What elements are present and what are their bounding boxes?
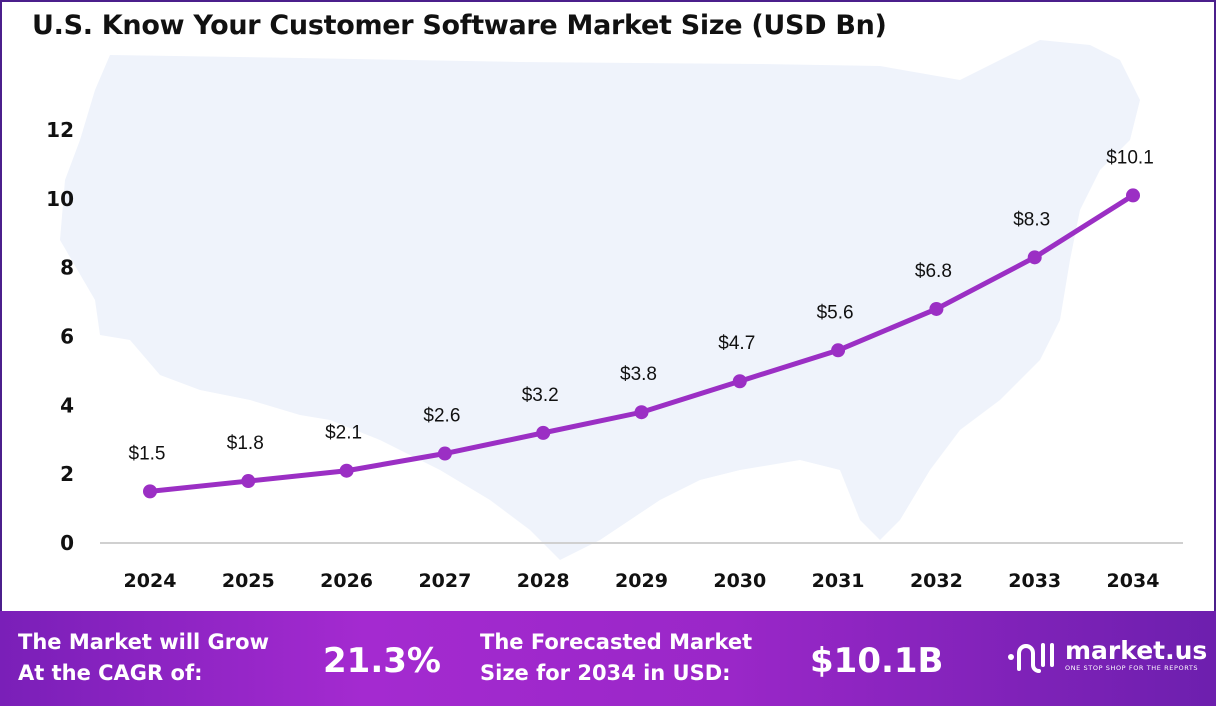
x-tick-label: 2031 bbox=[812, 570, 865, 592]
data-label: $2.1 bbox=[325, 423, 362, 444]
data-point bbox=[536, 425, 551, 440]
y-tick-label: 0 bbox=[60, 531, 74, 555]
data-point bbox=[143, 484, 157, 499]
footer-banner: The Market will Grow At the CAGR of: 21.… bbox=[0, 611, 1216, 706]
data-point bbox=[437, 446, 452, 461]
cagr-label-line1: The Market will Grow bbox=[18, 630, 269, 654]
cagr-label: The Market will Grow At the CAGR of: bbox=[18, 627, 269, 689]
x-tick-label: 2032 bbox=[910, 570, 963, 592]
y-tick-label: 12 bbox=[46, 118, 74, 142]
us-map-silhouette bbox=[60, 40, 1140, 560]
data-label: $6.8 bbox=[915, 261, 952, 282]
data-point bbox=[929, 301, 944, 316]
y-tick-label: 10 bbox=[46, 187, 74, 211]
x-tick-label: 2028 bbox=[517, 570, 570, 592]
data-point bbox=[732, 374, 747, 389]
forecast-label-line1: The Forecasted Market bbox=[480, 630, 753, 654]
forecast-label: The Forecasted Market Size for 2034 in U… bbox=[480, 627, 752, 689]
data-label: $3.2 bbox=[522, 385, 559, 406]
y-tick-label: 8 bbox=[60, 256, 74, 280]
line-chart: 0 2 4 6 8 10 12 2024 2025 2026 2027 2028 2029 2030 203… bbox=[46, 40, 1183, 592]
data-label: $10.1 bbox=[1106, 147, 1154, 168]
forecast-label-line2: Size for 2034 in USD: bbox=[480, 661, 731, 685]
data-label: $1.8 bbox=[227, 433, 264, 454]
cagr-label-line2: At the CAGR of: bbox=[18, 661, 203, 685]
data-label: $4.7 bbox=[718, 333, 755, 354]
data-label: $1.5 bbox=[129, 443, 166, 464]
data-label: $5.6 bbox=[817, 302, 854, 323]
y-tick-label: 2 bbox=[60, 462, 74, 486]
chart-title: U.S. Know Your Customer Software Market … bbox=[32, 10, 887, 41]
cagr-value: 21.3% bbox=[323, 641, 441, 681]
market-us-logo-icon bbox=[1008, 643, 1054, 673]
data-point bbox=[339, 463, 354, 478]
data-point bbox=[831, 343, 846, 358]
data-point bbox=[634, 405, 649, 420]
market-us-logo: market.us ONE STOP SHOP FOR THE REPORTS bbox=[1005, 635, 1207, 675]
data-point bbox=[241, 474, 256, 489]
x-tick-label: 2027 bbox=[418, 570, 471, 592]
data-label: $8.3 bbox=[1013, 209, 1050, 230]
logo-tagline: ONE STOP SHOP FOR THE REPORTS bbox=[1065, 664, 1199, 672]
x-tick-label: 2024 bbox=[124, 570, 177, 592]
data-label: $2.6 bbox=[423, 406, 460, 427]
forecast-value: $10.1B bbox=[810, 641, 944, 681]
logo-name: market.us bbox=[1065, 636, 1208, 665]
x-tick-label: 2029 bbox=[615, 570, 668, 592]
x-tick-label: 2033 bbox=[1008, 570, 1061, 592]
data-label: $3.8 bbox=[620, 364, 657, 385]
x-tick-label: 2030 bbox=[713, 570, 766, 592]
data-point bbox=[1027, 250, 1042, 265]
y-tick-label: 6 bbox=[60, 325, 74, 349]
x-tick-label: 2026 bbox=[320, 570, 373, 592]
y-tick-label: 4 bbox=[60, 393, 74, 417]
x-tick-label: 2025 bbox=[222, 570, 275, 592]
data-point bbox=[1126, 188, 1140, 203]
x-tick-label: 2034 bbox=[1107, 570, 1160, 592]
